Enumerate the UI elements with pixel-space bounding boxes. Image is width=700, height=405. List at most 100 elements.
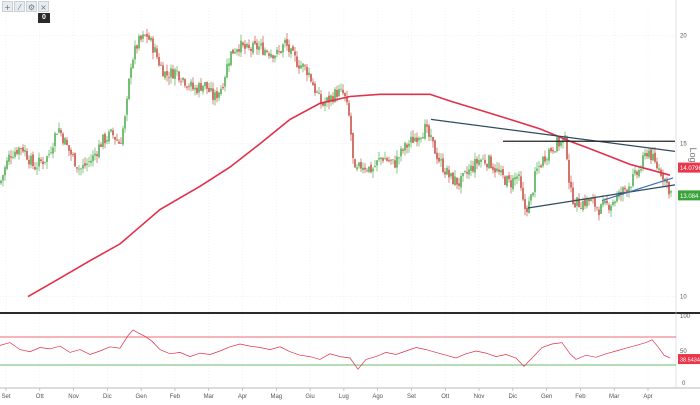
candle-body (334, 89, 336, 102)
candle-body (48, 153, 50, 155)
candle-body (106, 140, 108, 142)
candle-body (300, 65, 302, 69)
candle-body (374, 166, 376, 167)
candle-body (442, 158, 444, 172)
candle-body (546, 159, 548, 161)
candle-body (434, 140, 436, 154)
candle-body (390, 159, 392, 161)
candle-body (2, 175, 4, 181)
candle-body (246, 43, 248, 48)
candle-body (194, 87, 196, 90)
candle-body (542, 156, 544, 167)
candle-body (648, 150, 650, 158)
candle-body (6, 160, 8, 169)
candle-body (112, 130, 114, 136)
candle-body (472, 166, 474, 172)
candle-body (230, 51, 232, 66)
candle-body (646, 153, 648, 157)
candle-body (212, 88, 214, 100)
candle-body (658, 168, 660, 170)
candle-body (336, 90, 338, 97)
oscillator-last-value-label: 38.5434 (680, 358, 700, 364)
candle-body (564, 135, 566, 141)
candle-body (210, 88, 212, 91)
candle-body (100, 144, 102, 147)
candle-body (386, 158, 388, 161)
candle-body (412, 136, 414, 143)
candle-body (464, 171, 466, 173)
oscillator-tick-label: 0 (682, 381, 686, 387)
candle-body (156, 48, 158, 58)
candle-body (600, 204, 602, 214)
candle-body (364, 167, 366, 170)
candle-body (592, 197, 594, 199)
candle-body (64, 138, 66, 145)
candle-body (132, 59, 134, 69)
candle-body (520, 176, 522, 189)
candle-body (314, 83, 316, 94)
candle-body (490, 156, 492, 169)
candle-body (356, 167, 358, 170)
candle-body (188, 86, 190, 88)
candle-body (400, 148, 402, 157)
candle-body (402, 149, 404, 151)
candle-body (104, 133, 106, 144)
candle-body (462, 172, 464, 177)
candle-body (94, 153, 96, 156)
candle-body (148, 35, 150, 40)
candle-body (612, 202, 614, 205)
candle-body (108, 131, 110, 142)
candle-body (38, 157, 40, 167)
candle-body (338, 89, 340, 97)
candle-body (150, 37, 152, 41)
candle-body (142, 34, 144, 39)
candle-body (432, 136, 434, 142)
last-value-tag (678, 162, 700, 173)
candle-body (222, 87, 224, 89)
candle-body (124, 116, 126, 129)
candle-body (506, 175, 508, 187)
candle-body (70, 149, 72, 155)
candle-body (242, 42, 244, 46)
candle-body (392, 159, 394, 161)
candle-body (122, 128, 124, 145)
candle-body (206, 81, 208, 89)
candle-body (18, 147, 20, 155)
gear-icon[interactable]: ⚙ (26, 1, 37, 12)
candle-body (458, 183, 460, 186)
candle-body (90, 160, 92, 163)
x-tick-label: Feb (170, 394, 181, 400)
candle-body (522, 187, 524, 200)
candle-body (234, 52, 236, 54)
candle-body (350, 115, 352, 135)
candle-body (406, 144, 408, 148)
candle-body (368, 166, 370, 172)
candle-body (340, 88, 342, 90)
candle-body (260, 43, 262, 46)
close-icon[interactable]: × (38, 1, 49, 12)
candle-body (312, 82, 314, 86)
candle-body (634, 170, 636, 174)
candle-body (640, 169, 642, 171)
candle-body (572, 187, 574, 204)
candle-body (192, 82, 194, 90)
candle-body (366, 170, 368, 172)
candle-body (586, 198, 588, 207)
candle-body (304, 65, 306, 67)
candle-body (276, 49, 278, 54)
x-tick-label: Set (1, 394, 10, 400)
x-tick-label: Apr (238, 394, 247, 400)
candle-body (602, 201, 604, 205)
candle-body (530, 194, 532, 201)
candle-body (576, 197, 578, 206)
candle-body (134, 45, 136, 60)
crosshair-icon[interactable]: + (2, 1, 13, 12)
candle-body (468, 169, 470, 175)
candle-body (512, 178, 514, 190)
candle-body (492, 166, 494, 170)
candle-body (184, 79, 186, 86)
pencil-icon[interactable]: ⁄ (14, 1, 25, 12)
candle-body (394, 160, 396, 168)
candle-body (118, 141, 120, 144)
